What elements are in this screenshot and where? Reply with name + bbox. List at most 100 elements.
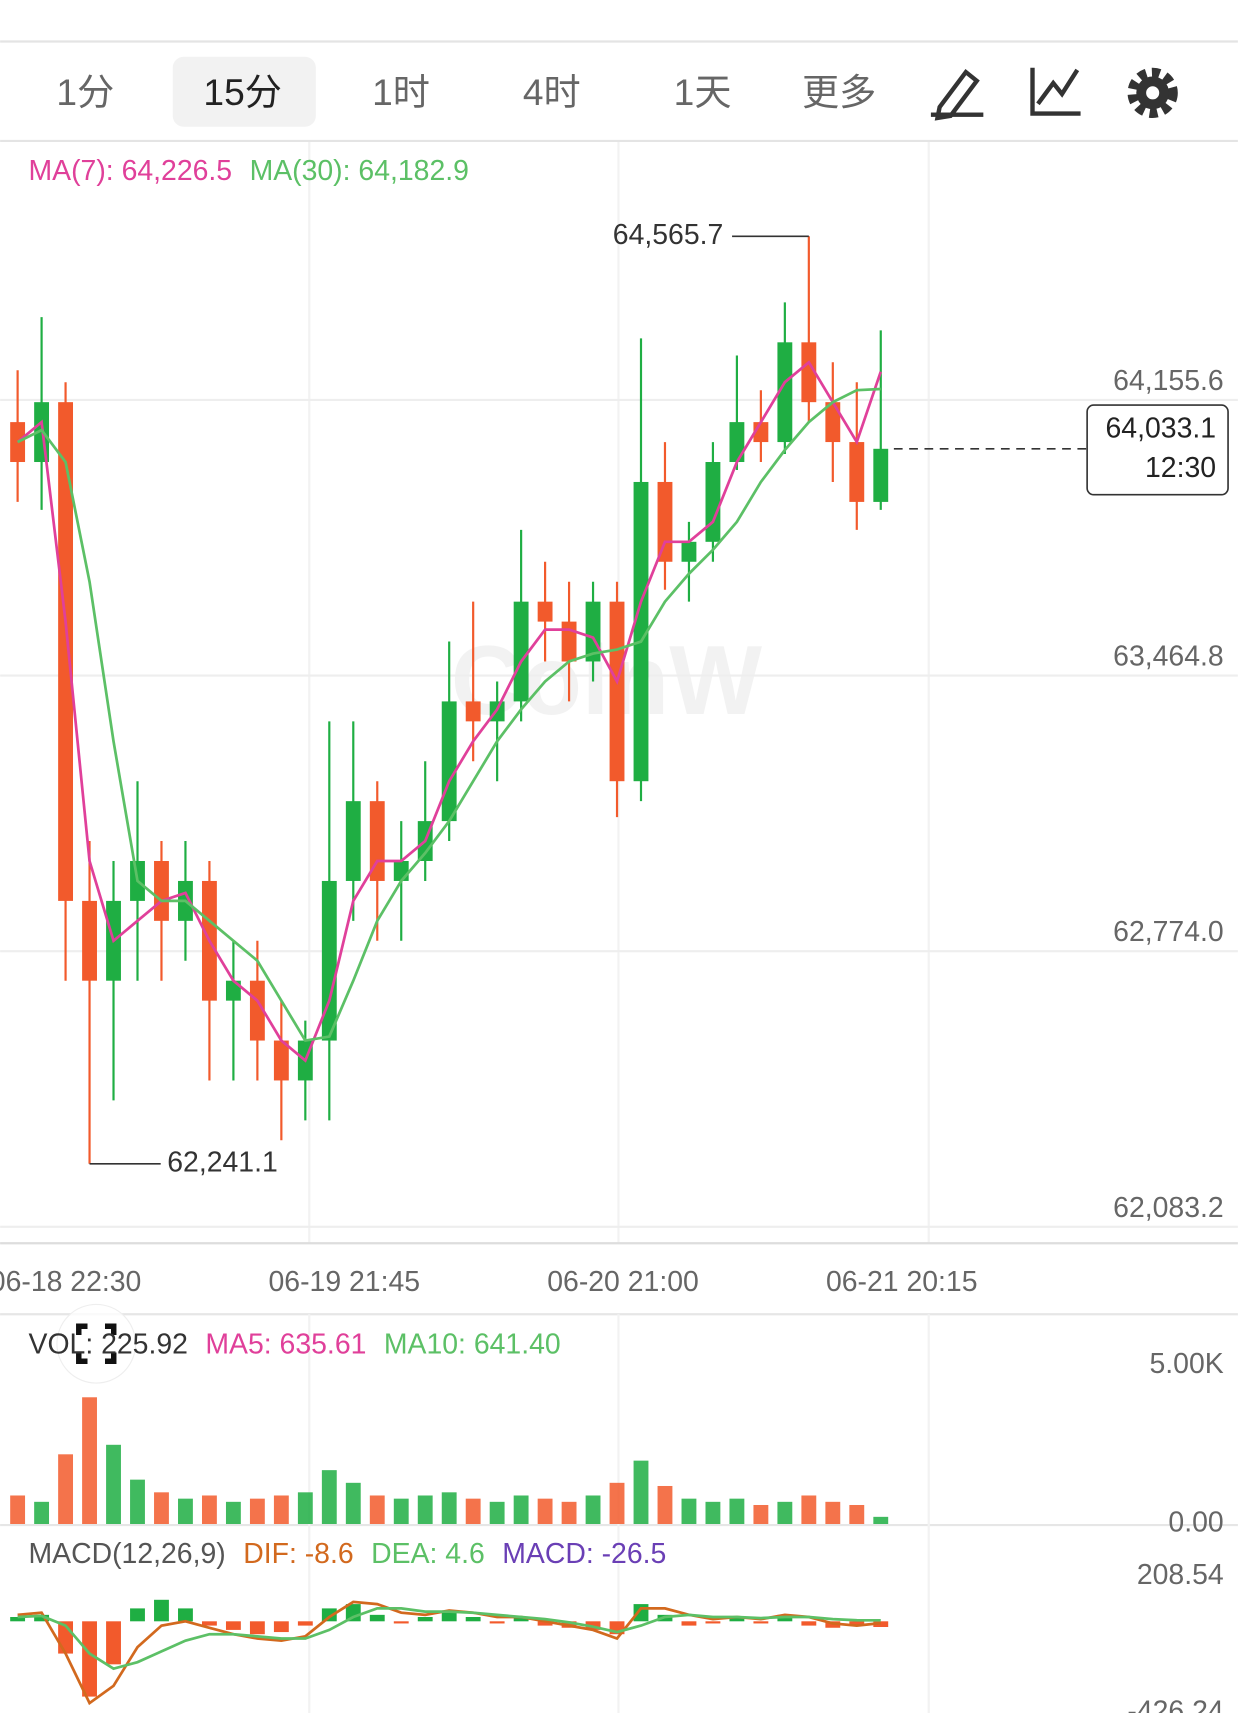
y-tick-label: 63,464.8	[1113, 641, 1224, 673]
macd-bar	[297, 1621, 313, 1626]
fullscreen-icon[interactable]	[56, 1303, 137, 1384]
macd-bar	[489, 1621, 505, 1624]
volume-bar	[417, 1495, 433, 1525]
volume-bar	[753, 1504, 769, 1525]
current-price: 64,033.1	[1106, 413, 1217, 445]
macd-bar	[849, 1621, 865, 1626]
volume-bar	[585, 1495, 601, 1525]
x-tick-label: 06-20 21:00	[547, 1266, 699, 1298]
volume-bar	[513, 1495, 529, 1525]
volume-bar	[225, 1501, 241, 1525]
macd-bar	[417, 1617, 433, 1622]
candle-body	[513, 601, 529, 702]
macd-bar	[705, 1621, 721, 1624]
macd-bar	[249, 1621, 265, 1635]
volume-bar	[321, 1470, 337, 1525]
macd-bar	[465, 1617, 481, 1622]
candle-body	[561, 621, 577, 662]
volume-bar	[825, 1501, 841, 1525]
macd-bar	[154, 1599, 169, 1622]
tab[interactable]: 15分	[203, 71, 281, 113]
candle-body	[633, 481, 649, 782]
y-tick-label: 62,774.0	[1113, 916, 1224, 948]
candle-body	[729, 422, 745, 463]
volume-bar	[489, 1501, 505, 1525]
volume-bar	[729, 1498, 745, 1525]
volume-bar	[297, 1492, 313, 1525]
volume-bar	[10, 1495, 26, 1525]
macd-bar	[801, 1621, 817, 1626]
volume-bar	[801, 1495, 817, 1525]
x-tick-label: 06-18 22:30	[0, 1266, 141, 1298]
legend-text: MACD: -26.5	[502, 1538, 666, 1570]
volume-bar	[154, 1492, 169, 1525]
candle-body	[705, 462, 721, 542]
volume-bar	[369, 1495, 385, 1525]
candle-body	[849, 442, 865, 502]
legend-text: MA5: 635.61	[205, 1328, 366, 1360]
tab[interactable]: 1时	[372, 71, 430, 113]
volume-bar	[249, 1498, 265, 1525]
volume-bar	[178, 1498, 193, 1525]
candle-body	[345, 801, 361, 881]
candle-body	[393, 861, 409, 881]
y-tick-label: 5.00K	[1149, 1348, 1223, 1380]
tab[interactable]: 1分	[56, 71, 114, 113]
draw-icon[interactable]	[930, 68, 984, 121]
candle-body	[777, 342, 793, 443]
volume-bar	[345, 1482, 361, 1525]
macd-bar	[225, 1621, 241, 1630]
current-time: 12:30	[1145, 452, 1216, 484]
tab[interactable]: 更多	[802, 71, 876, 113]
legend-text: MA10: 641.40	[384, 1328, 561, 1360]
candle-body	[154, 861, 169, 921]
volume-bar	[441, 1492, 457, 1525]
macd-bar	[10, 1617, 26, 1622]
volume-bar	[273, 1495, 289, 1525]
volume-bar	[657, 1485, 673, 1525]
y-tick-label: 0.00	[1168, 1507, 1223, 1539]
macd-bar	[513, 1617, 529, 1622]
ma-line	[17, 387, 881, 1043]
settings-icon[interactable]	[1127, 67, 1178, 118]
candle-body	[321, 880, 337, 1041]
volume-bar	[58, 1454, 74, 1525]
volume-bar	[201, 1495, 217, 1525]
macd-bar	[106, 1621, 121, 1665]
dea-line	[17, 1607, 881, 1671]
macd-bar	[82, 1621, 97, 1697]
volume-bar	[777, 1501, 793, 1525]
macd-bar	[321, 1608, 337, 1622]
volume-bar	[873, 1516, 889, 1525]
y-tick-label: 208.54	[1137, 1559, 1224, 1591]
volume-bar	[34, 1501, 50, 1525]
min-label: 62,241.1	[167, 1146, 278, 1178]
macd-bar	[441, 1612, 457, 1622]
volume-bar	[561, 1501, 577, 1525]
macd-bar	[130, 1608, 145, 1622]
legend-text: DEA: 4.6	[371, 1538, 485, 1570]
macd-bar	[34, 1614, 50, 1622]
volume-bar	[130, 1479, 145, 1525]
y-tick-label: 62,083.2	[1113, 1192, 1224, 1224]
y-tick-label: -426.24	[1127, 1696, 1223, 1713]
macd-bar	[681, 1621, 697, 1626]
candle-body	[825, 402, 841, 443]
macd-bar	[369, 1614, 385, 1622]
tab[interactable]: 1天	[674, 71, 732, 113]
macd-bar	[178, 1608, 193, 1622]
volume-bar	[705, 1501, 721, 1525]
candle-body	[441, 701, 457, 822]
macd-bar	[273, 1621, 289, 1633]
candle-body	[465, 701, 481, 722]
candle-body	[273, 1040, 289, 1081]
x-tick-label: 06-19 21:45	[269, 1266, 421, 1298]
candle-body	[82, 900, 97, 981]
candle-body	[873, 448, 889, 502]
volume-bar	[633, 1460, 649, 1525]
volume-bar	[465, 1498, 481, 1525]
tab[interactable]: 4时	[523, 71, 581, 113]
indicator-icon[interactable]	[1030, 67, 1081, 116]
volume-bar	[106, 1444, 121, 1525]
